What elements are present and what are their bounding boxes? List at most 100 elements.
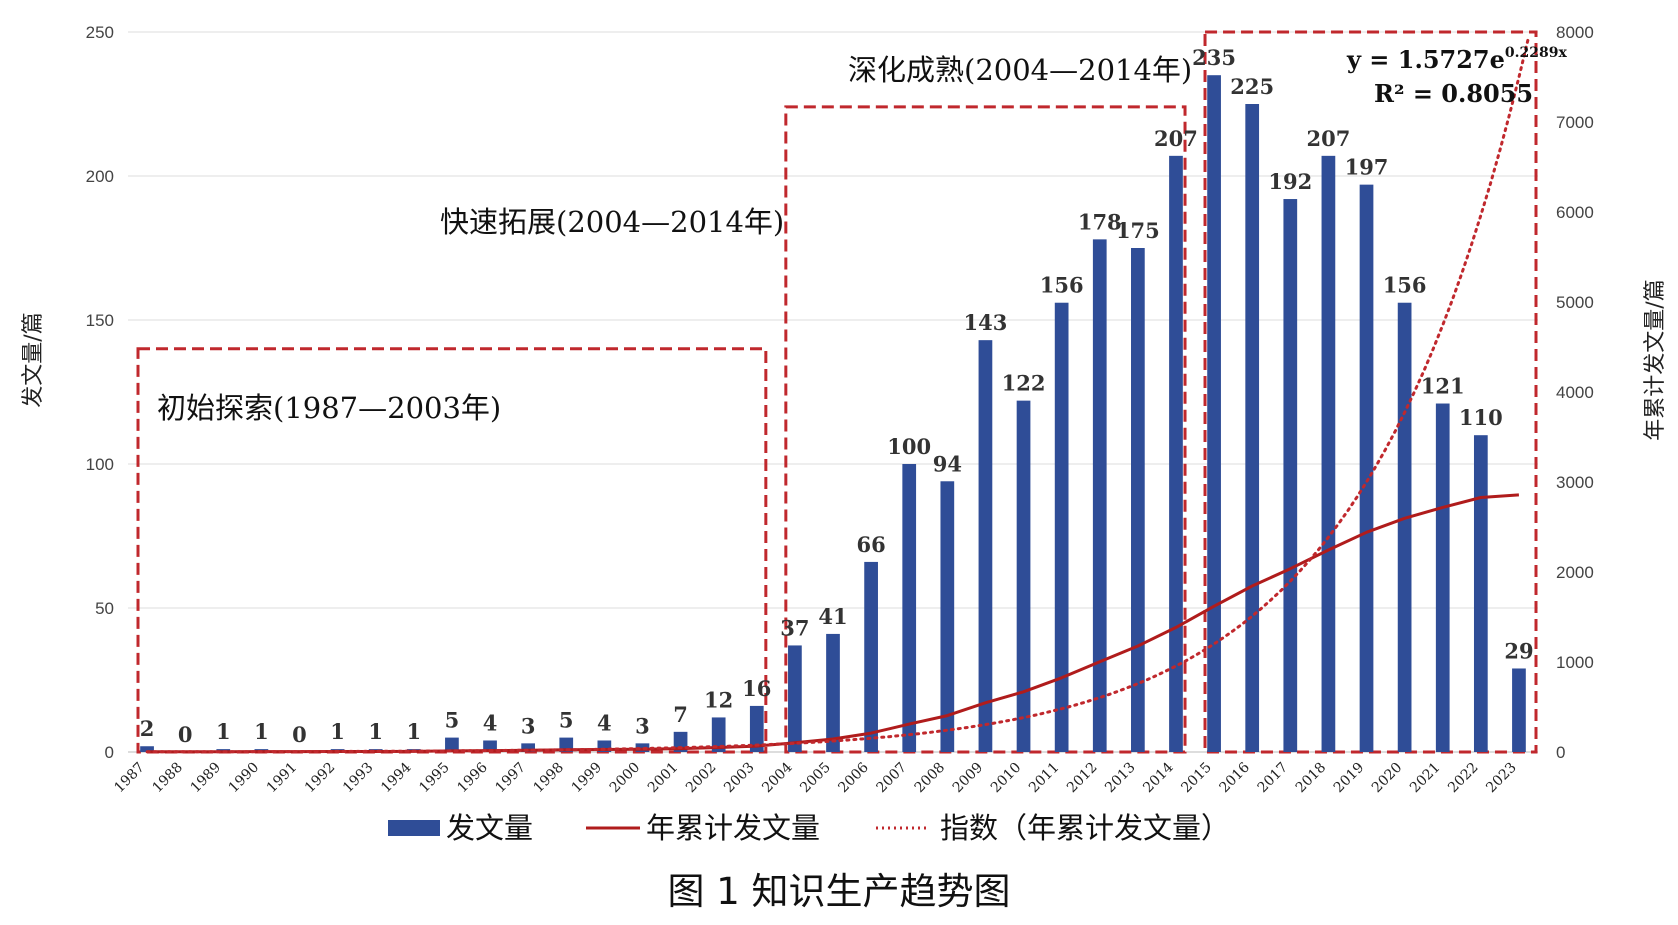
bar-data-label: 143	[964, 310, 1008, 335]
bar-data-label: 122	[1002, 371, 1046, 396]
y-tick-label: 150	[86, 311, 114, 330]
bar	[1321, 155, 1336, 753]
bar-data-label: 1	[406, 719, 421, 744]
bar-data-label: 3	[635, 713, 650, 738]
x-tick-label: 1991	[264, 760, 301, 797]
x-tick-label: 1988	[149, 760, 186, 797]
bar-data-label: 156	[1040, 273, 1084, 298]
bar	[749, 705, 764, 752]
bar-data-label: 175	[1116, 218, 1160, 243]
bar	[902, 464, 917, 752]
x-tick-label: 2017	[1255, 760, 1292, 797]
x-tick-label: 1992	[302, 760, 339, 797]
bar-data-label: 4	[597, 710, 612, 735]
x-tick-label: 2004	[759, 759, 796, 796]
bar-series	[140, 75, 1526, 753]
x-tick-label: 2014	[1140, 759, 1177, 796]
bar-data-label: 156	[1383, 273, 1427, 298]
phase-label-initial: 初始探索(1987—2003年)	[157, 391, 501, 425]
bar	[1016, 400, 1031, 752]
cumulative-line	[147, 493, 1520, 754]
legend-bar-swatch	[388, 820, 440, 836]
bar	[1092, 239, 1107, 753]
bar	[1054, 302, 1069, 752]
bar	[673, 731, 688, 752]
y-axis-title: 发文量/篇	[21, 312, 46, 407]
x-tick-label: 2000	[607, 760, 644, 797]
bar-data-label: 12	[704, 687, 733, 712]
bar-data-label: 110	[1459, 405, 1503, 430]
bar-data-label: 1	[216, 719, 231, 744]
bar	[978, 340, 993, 752]
y2-tick-label: 7000	[1556, 113, 1594, 132]
bar-data-label: 5	[445, 708, 460, 733]
legend-line-label: 年累计发文量	[646, 811, 820, 845]
x-tick-label: 1997	[492, 760, 529, 797]
y-tick-label: 200	[86, 167, 114, 186]
x-tick-label: 2021	[1407, 760, 1444, 797]
bar	[826, 633, 840, 752]
x-tick-label: 1996	[454, 759, 491, 796]
bar-data-label: 1	[330, 719, 345, 744]
x-tick-label: 1999	[569, 760, 606, 797]
x-tick-label: 2009	[950, 760, 987, 797]
y2-axis-title: 年累计发文量/篇	[1643, 279, 1668, 440]
y2-tick-label: 5000	[1556, 293, 1594, 312]
bar-data-label: 2	[140, 716, 155, 741]
x-tick-label: 2023	[1483, 760, 1520, 797]
y2-tick-label: 1000	[1556, 653, 1594, 672]
bar-data-label: 178	[1078, 209, 1122, 234]
x-tick-label: 1995	[416, 760, 453, 797]
y-tick-label: 50	[95, 599, 114, 618]
bar	[1512, 668, 1526, 752]
y-tick-label: 100	[86, 455, 114, 474]
bar	[864, 561, 878, 752]
x-tick-label: 2020	[1369, 760, 1406, 797]
bar-data-label: 100	[887, 434, 931, 459]
x-tick-label: 2001	[645, 760, 682, 797]
bar-data-label: 0	[292, 722, 307, 747]
bar	[1131, 248, 1145, 752]
exponential-trendline	[145, 36, 1530, 754]
bar-data-label: 207	[1306, 126, 1350, 151]
line-series	[145, 36, 1530, 754]
x-tick-label: 1998	[531, 760, 568, 797]
bar	[483, 740, 497, 752]
x-tick-label: 2015	[1178, 760, 1215, 797]
bar-data-label: 3	[521, 713, 536, 738]
bar	[1435, 403, 1450, 752]
x-tick-label: 2013	[1102, 760, 1139, 797]
bar	[140, 746, 154, 752]
bar	[711, 717, 726, 752]
bar-data-label: 192	[1268, 169, 1312, 194]
bar-data-label: 94	[933, 451, 962, 476]
x-tick-label: 1994	[378, 759, 415, 796]
x-tick-label: 2007	[874, 760, 911, 797]
trend-equation-main: y = 1.5727e	[1346, 45, 1505, 74]
bar	[788, 645, 802, 752]
bar	[1397, 302, 1412, 752]
x-tick-label: 2010	[988, 760, 1025, 797]
x-tick-label: 1993	[340, 760, 377, 797]
bar	[1169, 155, 1183, 753]
bar	[1245, 104, 1260, 752]
x-tick-label: 2012	[1064, 760, 1101, 797]
trend-equation: y = 1.5727e0.2289x	[1346, 45, 1567, 74]
bar	[940, 481, 955, 752]
trend-equation-exponent: 0.2289x	[1505, 45, 1568, 61]
bar-data-label: 1	[368, 719, 383, 744]
y2-tick-label: 2000	[1556, 563, 1594, 582]
x-tick-label: 2019	[1331, 760, 1368, 797]
legend: 发文量 年累计发文量 指数（年累计发文量）	[388, 811, 1230, 845]
bar-data-label: 16	[742, 676, 771, 701]
bar	[635, 743, 650, 752]
bar-data-label: 225	[1230, 74, 1274, 99]
bar-data-label: 7	[673, 702, 688, 727]
bar-data-label: 29	[1504, 638, 1533, 663]
phase-label-expansion: 快速拓展(2004—2014年)	[440, 205, 784, 239]
bar	[597, 740, 612, 752]
bar-data-label: 197	[1345, 155, 1389, 180]
trend-r-squared: R² = 0.8055	[1374, 79, 1533, 108]
